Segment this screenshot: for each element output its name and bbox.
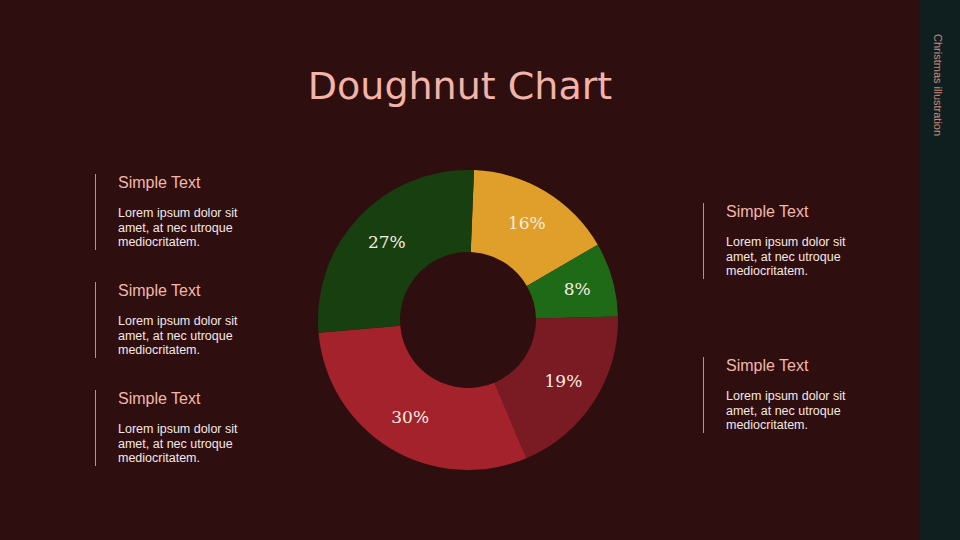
html-text:Lorem ipsum dolor sit amet, at: Lorem ipsum dolor sit amet, at nec utroq… [726,235,846,278]
svg-text:27%: 27% [368,232,406,252]
html-text:Simple Text: Simple Text [118,174,201,191]
html-text:Simple Text: Simple Text [118,390,201,407]
svg-text:8%: 8% [564,279,591,299]
html-text:Lorem ipsum dolor sit amet, at: Lorem ipsum dolor sit amet, at nec utroq… [118,314,238,357]
svg-text:16%: 16% [508,213,546,233]
svg-text:19%: 19% [544,371,582,391]
html-text:Simple Text: Simple Text [118,282,201,299]
html-text:Christmas illustration: Christmas illustration [932,34,944,137]
html-text:Lorem ipsum dolor sit amet, at: Lorem ipsum dolor sit amet, at nec utroq… [118,206,238,249]
html-text:Lorem ipsum dolor sit amet, at: Lorem ipsum dolor sit amet, at nec utroq… [726,389,846,432]
html-text:Simple Text: Simple Text [726,203,809,220]
html-text:Doughnut Chart: Doughnut Chart [307,64,613,108]
html-text:Lorem ipsum dolor sit amet, at: Lorem ipsum dolor sit amet, at nec utroq… [118,422,238,465]
svg-text:30%: 30% [391,407,429,427]
html-text:Simple Text: Simple Text [726,357,809,374]
